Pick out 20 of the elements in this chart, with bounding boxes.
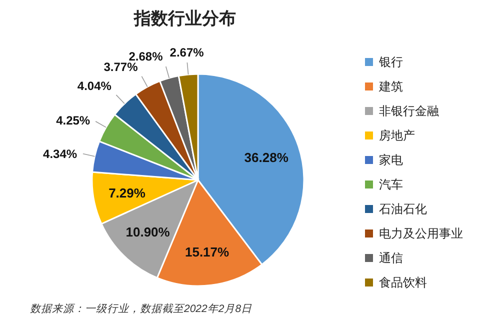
legend-label: 建筑: [378, 80, 403, 94]
legend-label: 汽车: [379, 178, 403, 192]
legend-label: 通信: [379, 251, 403, 265]
data-label: 15.17%: [185, 244, 230, 260]
data-label: 4.04%: [77, 79, 112, 94]
legend-label: 银行: [378, 55, 403, 69]
legend-label: 房地产: [379, 128, 415, 142]
chart-title: 指数行业分布: [133, 9, 236, 28]
legend-label: 石油石化: [379, 202, 427, 216]
data-label: 4.34%: [43, 146, 78, 161]
data-label: 10.90%: [126, 224, 170, 240]
legend-label: 家电: [379, 153, 403, 167]
legend-label: 非银行金融: [379, 104, 439, 118]
legend-label: 食品饮料: [379, 276, 427, 290]
data-label: 2.67%: [170, 46, 204, 60]
data-label: 7.29%: [108, 186, 146, 201]
data-label: 36.28%: [244, 150, 289, 166]
source-note: 数据来源：一级行业，数据截至2022年2月8日: [30, 303, 252, 315]
data-label: 4.25%: [56, 113, 90, 128]
legend-label: 电力及公用事业: [379, 226, 463, 240]
